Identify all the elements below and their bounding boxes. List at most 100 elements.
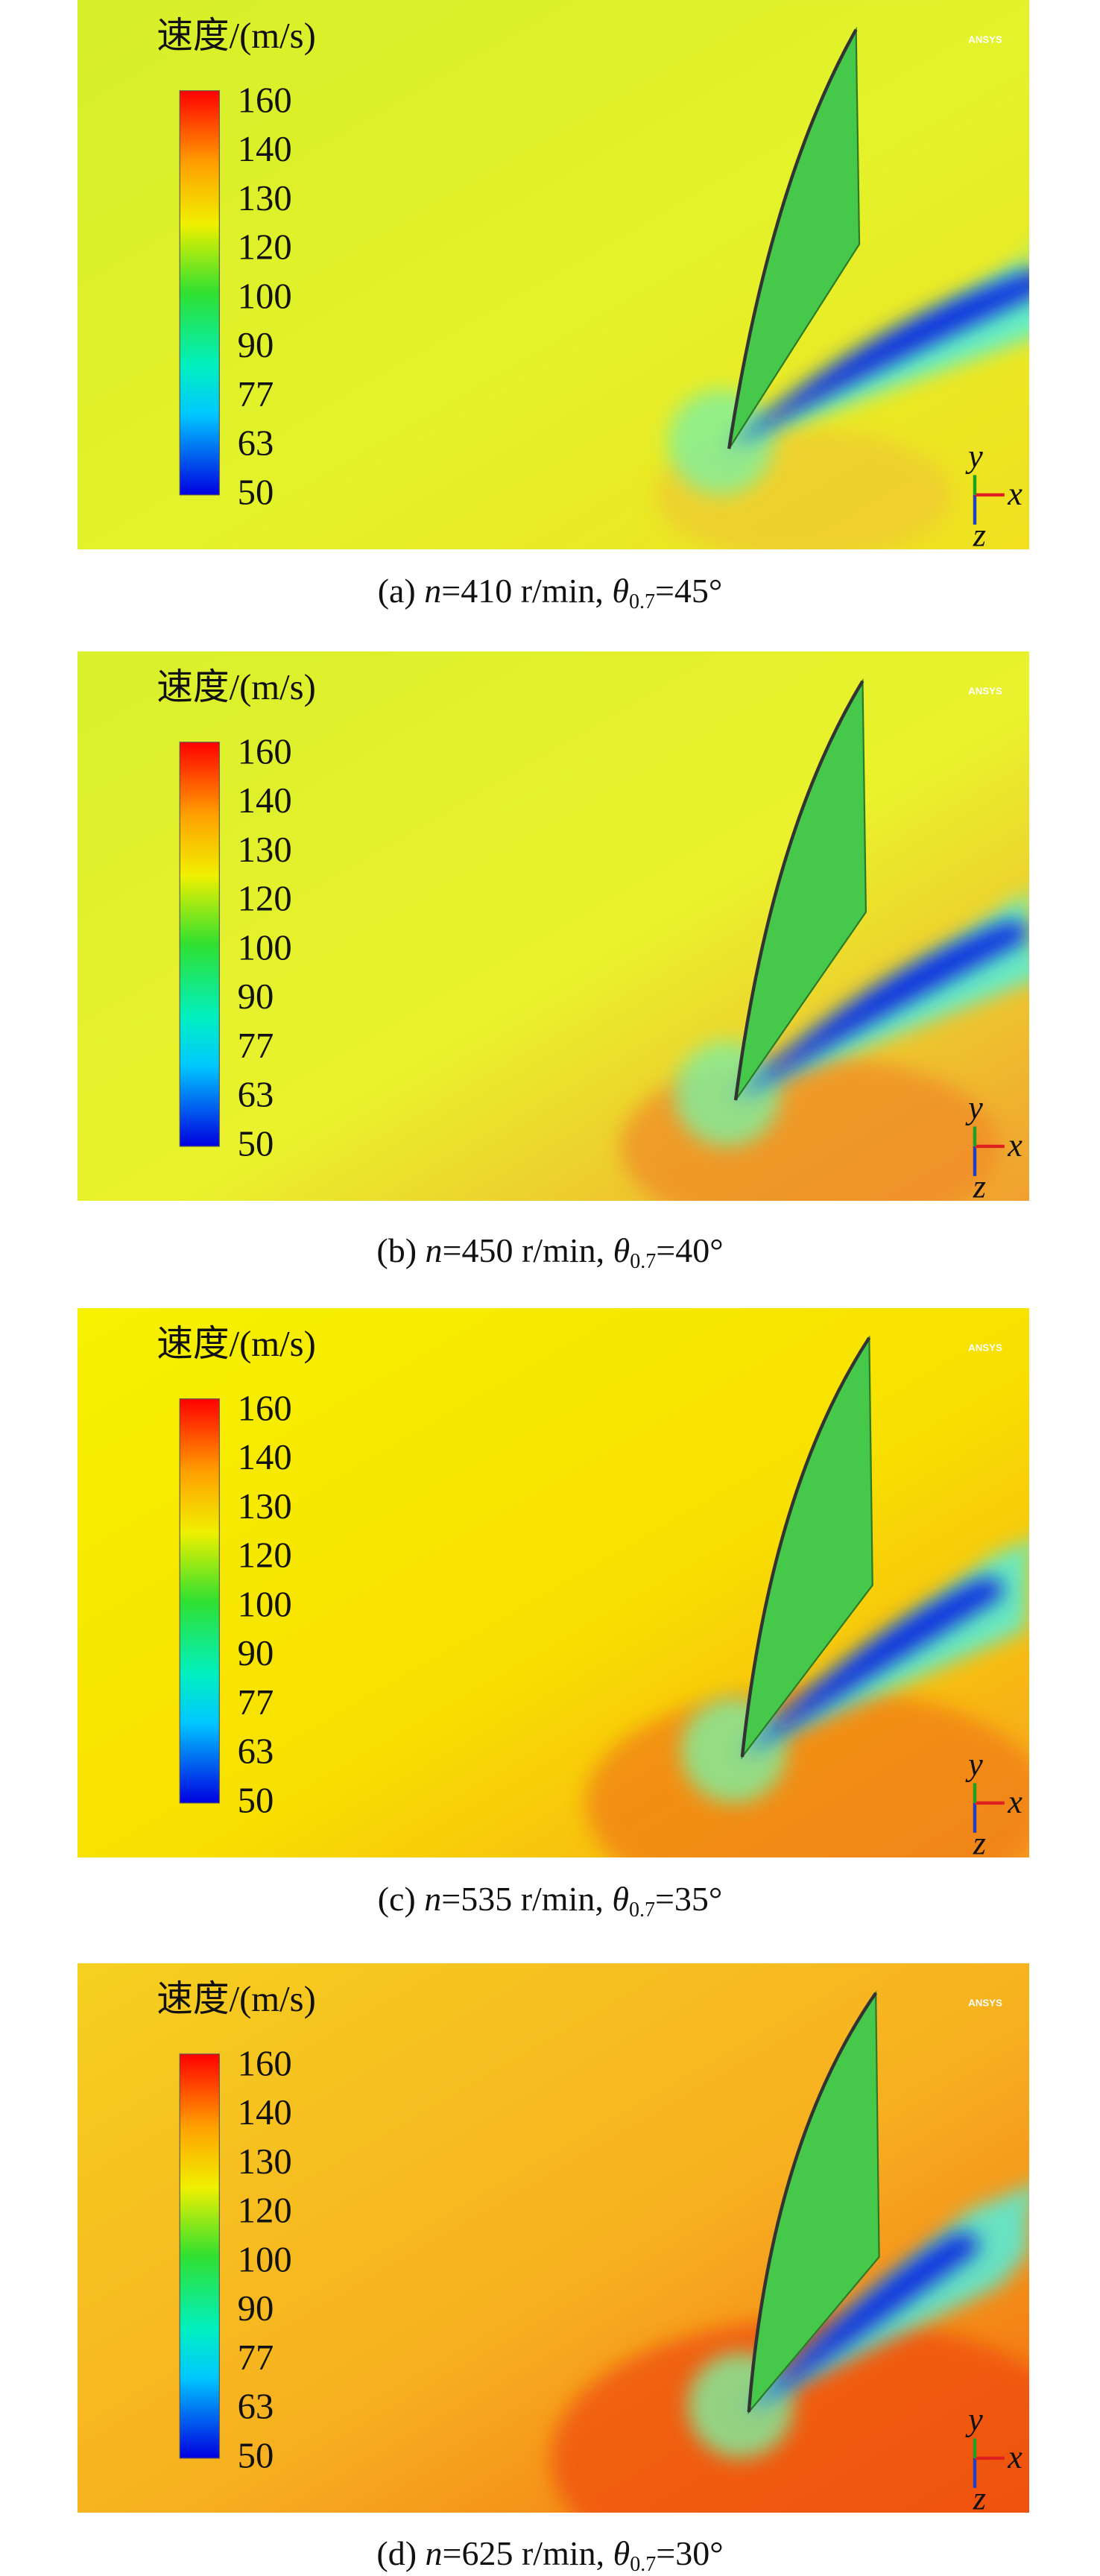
contour-panel: 速度/(m/s) 160 140 130 120 100 90 77 63 50 ANSYS y x z [78,1963,1029,2513]
legend-tick-label: 90 [238,325,274,365]
legend-tick-label: 77 [238,1682,274,1723]
legend-tick-label: 50 [238,2435,274,2475]
caption: (c) n=535 r/min, θ0.7=35° [0,1882,1100,1921]
wake-halo [724,247,1029,449]
wake [736,921,1028,1100]
watermark: ANSYS [968,1342,1002,1354]
caption-label: (a) [377,572,416,610]
legend-tick-label: 50 [238,1780,274,1820]
legend-tick-label: 120 [238,227,292,268]
legend-tick-label: 50 [238,472,274,512]
color-bar [179,2053,220,2459]
contour-image: 速度/(m/s) 160 140 130 120 100 90 77 63 50 ANSYS yxz [78,1308,1029,1857]
caption-theta-text: =40° [656,1231,724,1269]
axis-label: z [973,1825,986,1857]
caption-label: (b) [376,1231,417,1269]
color-bar [179,742,220,1147]
legend-tick-label: 160 [238,732,292,772]
legend-tick-label: 50 [238,1123,274,1164]
caption-n-text: =450 r/min, [442,1231,605,1269]
legend-tick-label: 140 [238,1437,292,1477]
legend-tick-label: 140 [238,2092,292,2133]
legend-tick-label: 63 [238,1075,274,1115]
legend-tick-label: 140 [238,780,292,821]
caption: (a) n=410 r/min, θ0.7=45° [0,574,1100,613]
caption-n-text: =625 r/min, [442,2534,605,2572]
caption-theta-symbol: θ [612,572,629,610]
color-bar [179,1398,220,1804]
legend-tick-label: 100 [238,2239,292,2279]
legend-tick-label: 100 [238,1584,292,1624]
axis-label: y [965,438,983,474]
caption-theta-text: =45° [654,572,723,610]
legend-tick-label: 90 [238,2288,274,2329]
legend-tick-label: 130 [238,2141,292,2182]
contour-panel: 速度/(m/s) 160 140 130 120 100 90 77 63 50 ANSYS y x z [78,0,1029,549]
legend-tick-label: 130 [238,1486,292,1527]
caption-theta-symbol: θ [612,1880,629,1918]
legend-tick-label: 100 [238,927,292,967]
axis-label: y [965,2401,983,2437]
axis-label: x [1007,1784,1022,1820]
legend-tick-label: 160 [238,80,292,121]
legend-tick-label: 77 [238,1026,274,1066]
contour-panel: 速度/(m/s) 160 140 130 120 100 90 77 63 50 ANSYS y x z [78,651,1029,1201]
caption-theta-text: =35° [654,1880,723,1918]
legend-tick-label: 63 [238,2387,274,2427]
caption: (d) n=625 r/min, θ0.7=30° [0,2536,1100,2575]
legend-tick-label: 90 [238,976,274,1017]
legend-tick-label: 63 [238,1731,274,1772]
caption-theta-sub: 0.7 [630,1250,657,1273]
contour-panel: 速度/(m/s) 160 140 130 120 100 90 77 63 50 ANSYS y x z [78,1308,1029,1857]
legend-tick-label: 140 [238,129,292,169]
color-bar [179,90,220,496]
axis-label: y [965,1746,983,1782]
caption-n-text: =535 r/min, [441,1880,604,1918]
axis-label: x [1007,476,1022,512]
axis-label: z [973,1169,986,1201]
blade-edge [733,680,864,1101]
legend-title: 速度/(m/s) [157,667,316,707]
legend-tick-label: 63 [238,423,274,464]
axis-label: x [1007,2439,1022,2475]
legend-tick-label: 120 [238,879,292,919]
legend-tick-label: 77 [238,2337,274,2378]
legend-tick-label: 160 [238,1389,292,1429]
legend-tick-label: 120 [238,2191,292,2231]
contour-image: 速度/(m/s) 160 140 130 120 100 90 77 63 50 ANSYS yxz [78,0,1029,549]
legend-title: 速度/(m/s) [157,16,316,56]
axis-label: x [1007,1127,1022,1164]
axis-label: z [973,2481,986,2513]
legend-tick-label: 100 [238,276,292,316]
caption-n-symbol: n [425,2534,443,2572]
wake [729,271,1029,449]
caption-theta-symbol: θ [613,2534,630,2572]
watermark: ANSYS [968,34,1002,45]
caption-theta-sub: 0.7 [630,2553,657,2576]
caption-n-symbol: n [424,1880,442,1918]
blade-edge [740,1336,871,1758]
wake [748,2233,979,2412]
legend-tick-label: 77 [238,374,274,414]
contour-image: 速度/(m/s) 160 140 130 120 100 90 77 63 50 ANSYS yxz [78,651,1029,1201]
legend-tick-label: 160 [238,2044,292,2084]
caption-theta-sub: 0.7 [628,1898,655,1922]
legend-tick-label: 90 [238,1633,274,1673]
blade-edge [727,28,858,449]
legend-title: 速度/(m/s) [157,1324,316,1364]
caption-label: (c) [377,1880,416,1918]
caption-theta-symbol: θ [613,1231,630,1269]
wake [742,1578,1003,1757]
watermark: ANSYS [968,686,1002,697]
legend-tick-label: 120 [238,1535,292,1576]
caption-label: (d) [376,2534,417,2572]
legend-title: 速度/(m/s) [157,1979,316,2019]
legend-tick-label: 130 [238,830,292,870]
watermark: ANSYS [968,1998,1002,2009]
contour-image: 速度/(m/s) 160 140 130 120 100 90 77 63 50 ANSYS yxz [78,1963,1029,2513]
caption: (b) n=450 r/min, θ0.7=40° [0,1234,1100,1272]
caption-theta-sub: 0.7 [628,590,655,613]
caption-theta-text: =30° [656,2534,724,2572]
blade-edge [747,1992,877,2413]
